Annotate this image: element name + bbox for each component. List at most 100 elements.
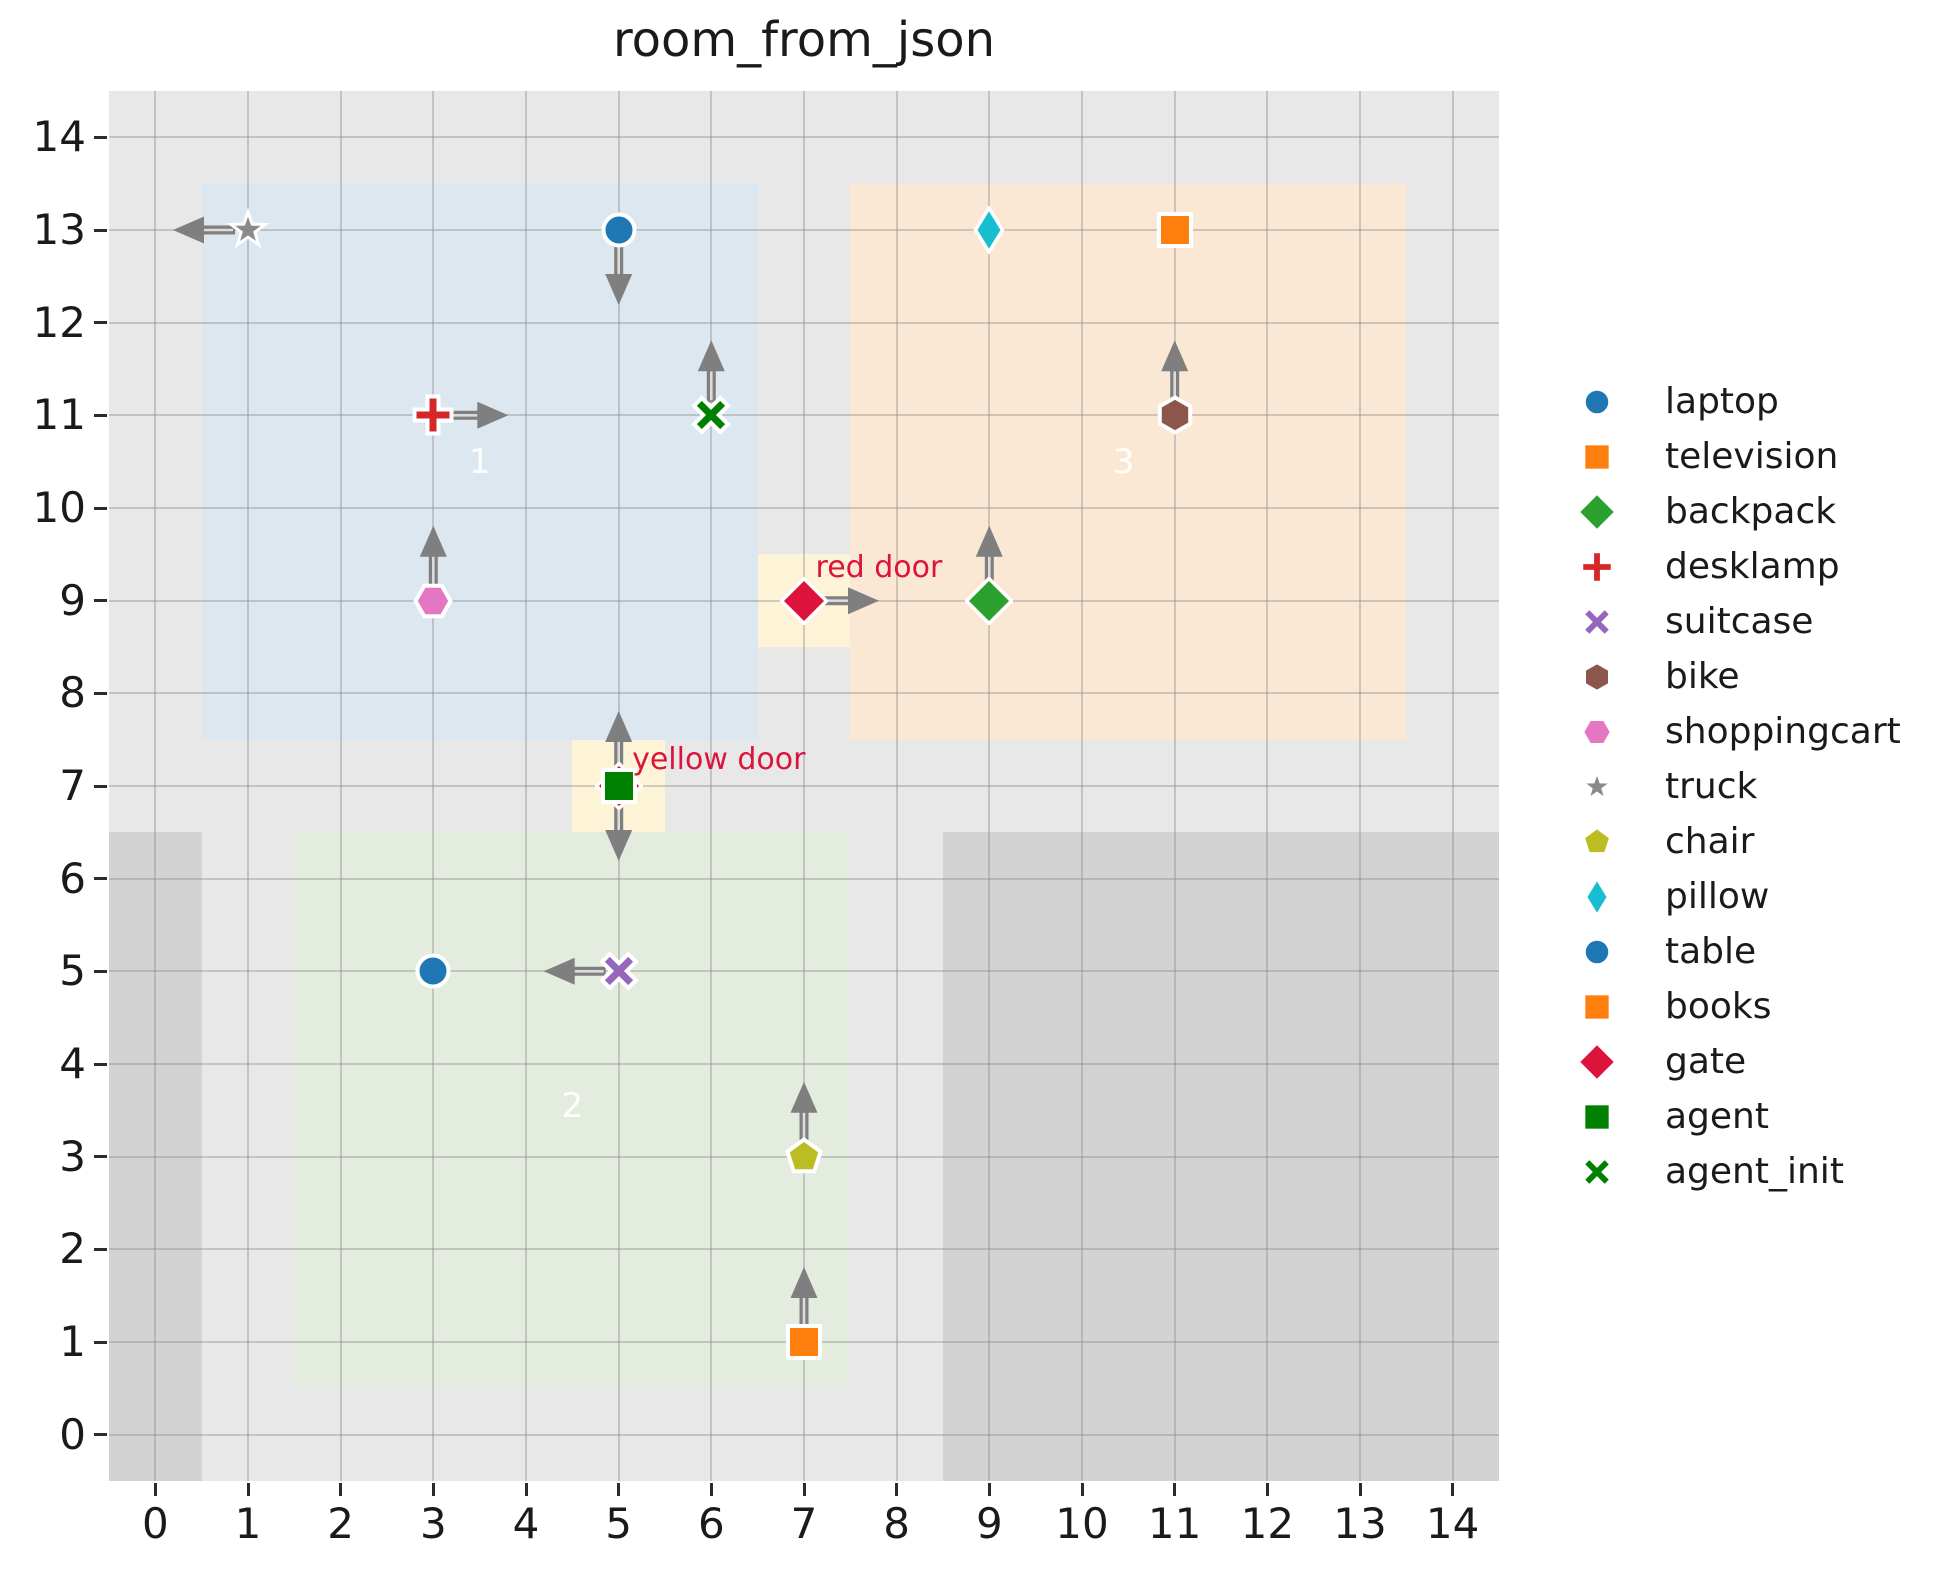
y-tick-mark	[94, 691, 107, 695]
x-tick-mark	[709, 1483, 713, 1496]
grid-line-vertical	[432, 91, 435, 1481]
x-tick-label: 9	[975, 1499, 1003, 1548]
square-icon	[1577, 987, 1617, 1027]
marker-suitcase	[595, 947, 643, 995]
legend-label: television	[1665, 436, 1839, 477]
hexagon-v-icon	[1577, 657, 1617, 697]
door-label-1: yellow door	[632, 742, 806, 778]
x-tick-mark	[987, 1483, 991, 1496]
x-icon	[598, 951, 639, 992]
grid-line-horizontal	[109, 1063, 1499, 1065]
grid-line-horizontal	[109, 229, 1499, 231]
x-tick-mark	[524, 1483, 528, 1496]
legend-label: books	[1665, 986, 1772, 1027]
y-tick-mark	[94, 969, 107, 973]
marker-agent	[595, 762, 643, 810]
x-tick-mark	[617, 1483, 621, 1496]
grid-line-vertical	[710, 91, 713, 1481]
x-tick-mark	[153, 1483, 157, 1496]
x-icon	[1577, 602, 1617, 642]
y-tick-label: 5	[59, 946, 86, 996]
legend-item-gate: gate	[1576, 1034, 1901, 1089]
diamond-icon	[779, 575, 829, 626]
marker-chair	[780, 1133, 828, 1181]
chart-title: room_from_json	[612, 12, 995, 68]
legend-label: agent	[1665, 1096, 1769, 1137]
room-label-3: 3	[1112, 441, 1135, 482]
legend-item-backpack: backpack	[1576, 484, 1901, 539]
grid-line-horizontal	[109, 877, 1499, 880]
marker-desklamp	[409, 391, 457, 439]
square-icon	[786, 1324, 822, 1360]
x-tick-label: 4	[512, 1499, 540, 1548]
circle-icon	[1577, 382, 1617, 422]
grid-line-horizontal	[109, 692, 1499, 695]
y-tick-mark	[94, 1062, 107, 1066]
grid-line-vertical	[1451, 91, 1454, 1481]
x-tick-label: 14	[1425, 1499, 1480, 1548]
y-tick-label: 13	[32, 205, 86, 254]
x-tick-label: 1	[234, 1499, 262, 1548]
x-tick-mark	[339, 1483, 343, 1496]
marker-pillow	[965, 204, 1013, 256]
y-tick-label: 1	[59, 1317, 86, 1366]
y-tick-mark	[94, 1433, 107, 1437]
thin-diamond-icon	[973, 204, 1005, 256]
y-tick-label: 10	[32, 483, 86, 532]
legend-item-truck: truck	[1577, 759, 1901, 814]
y-tick-mark	[94, 1247, 107, 1251]
x-tick-label: 11	[1147, 1499, 1202, 1548]
y-tick-label: 8	[59, 668, 86, 718]
y-tick-mark	[94, 784, 107, 788]
square-icon	[600, 768, 637, 804]
y-tick-label: 7	[59, 761, 86, 810]
grid-line-vertical	[525, 91, 527, 1481]
x-tick-mark	[431, 1483, 435, 1496]
legend-label: suitcase	[1665, 601, 1814, 642]
y-tick-mark	[94, 877, 107, 881]
x-tick-label: 5	[605, 1499, 633, 1548]
plus-icon	[412, 394, 454, 436]
circle-icon	[1577, 932, 1617, 972]
y-tick-label: 12	[32, 297, 86, 347]
x-tick-label: 8	[883, 1499, 911, 1548]
grid-line-vertical	[1081, 91, 1083, 1481]
marker-bike	[1151, 391, 1199, 439]
legend-item-shoppingcart: shoppingcart	[1577, 704, 1901, 759]
y-tick-mark	[94, 228, 107, 232]
grid-line-horizontal	[109, 136, 1499, 139]
x-icon	[691, 395, 732, 436]
x-tick-mark	[1265, 1483, 1269, 1496]
legend-label: backpack	[1665, 491, 1837, 532]
legend-label: desklamp	[1665, 546, 1840, 587]
room-label-2: 2	[561, 1085, 584, 1126]
x-tick-label: 10	[1055, 1499, 1109, 1548]
square-icon	[1577, 437, 1617, 477]
square-icon	[1156, 212, 1193, 248]
x-tick-label: 12	[1240, 1499, 1295, 1548]
marker-table	[409, 947, 457, 995]
x-tick-label: 0	[141, 1499, 169, 1548]
y-tick-label: 9	[59, 575, 86, 625]
legend-label: gate	[1665, 1041, 1747, 1082]
legend-item-laptop: laptop	[1577, 374, 1901, 429]
x-icon	[1577, 1152, 1617, 1192]
x-tick-mark	[1451, 1483, 1455, 1496]
room-label-1: 1	[468, 441, 491, 482]
y-tick-mark	[94, 135, 107, 139]
star-icon	[1577, 767, 1617, 807]
diamond-icon	[964, 575, 1015, 626]
legend-label: truck	[1665, 766, 1758, 807]
thin-diamond-icon	[1577, 875, 1617, 918]
y-tick-label: 11	[32, 390, 86, 440]
y-tick-label: 3	[59, 1131, 86, 1181]
legend-label: pillow	[1665, 876, 1770, 917]
plot-area: 1 2 3 red door yellow door	[109, 91, 1499, 1481]
marker-gate-red-door	[779, 575, 829, 626]
y-tick-mark	[94, 506, 107, 510]
region-room-1	[201, 183, 758, 740]
legend-item-chair: chair	[1577, 814, 1901, 869]
x-tick-label: 7	[790, 1499, 818, 1548]
grid-line-vertical	[803, 91, 805, 1481]
